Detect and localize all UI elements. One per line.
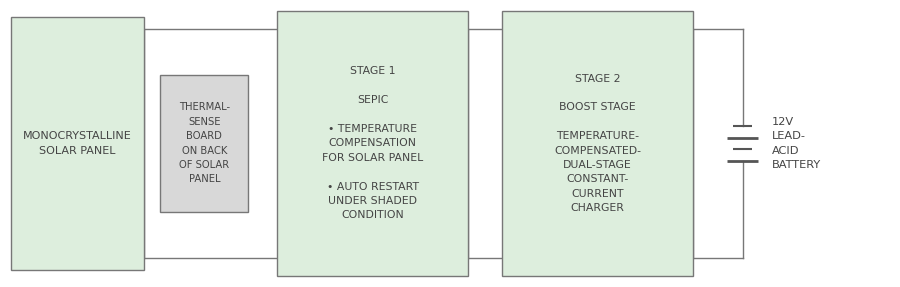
FancyBboxPatch shape <box>277 11 468 276</box>
FancyBboxPatch shape <box>160 75 248 212</box>
FancyBboxPatch shape <box>502 11 693 276</box>
FancyBboxPatch shape <box>11 17 144 270</box>
Text: STAGE 1

SEPIC

• TEMPERATURE
COMPENSATION
FOR SOLAR PANEL

• AUTO RESTART
UNDER: STAGE 1 SEPIC • TEMPERATURE COMPENSATION… <box>322 67 423 220</box>
Text: STAGE 2

BOOST STAGE

TEMPERATURE-
COMPENSATED-
DUAL-STAGE
CONSTANT-
CURRENT
CHA: STAGE 2 BOOST STAGE TEMPERATURE- COMPENS… <box>554 74 641 213</box>
Text: THERMAL-
SENSE
BOARD
ON BACK
OF SOLAR
PANEL: THERMAL- SENSE BOARD ON BACK OF SOLAR PA… <box>179 102 230 185</box>
Text: 12V
LEAD-
ACID
BATTERY: 12V LEAD- ACID BATTERY <box>772 117 822 170</box>
Text: MONOCRYSTALLINE
SOLAR PANEL: MONOCRYSTALLINE SOLAR PANEL <box>23 131 131 156</box>
